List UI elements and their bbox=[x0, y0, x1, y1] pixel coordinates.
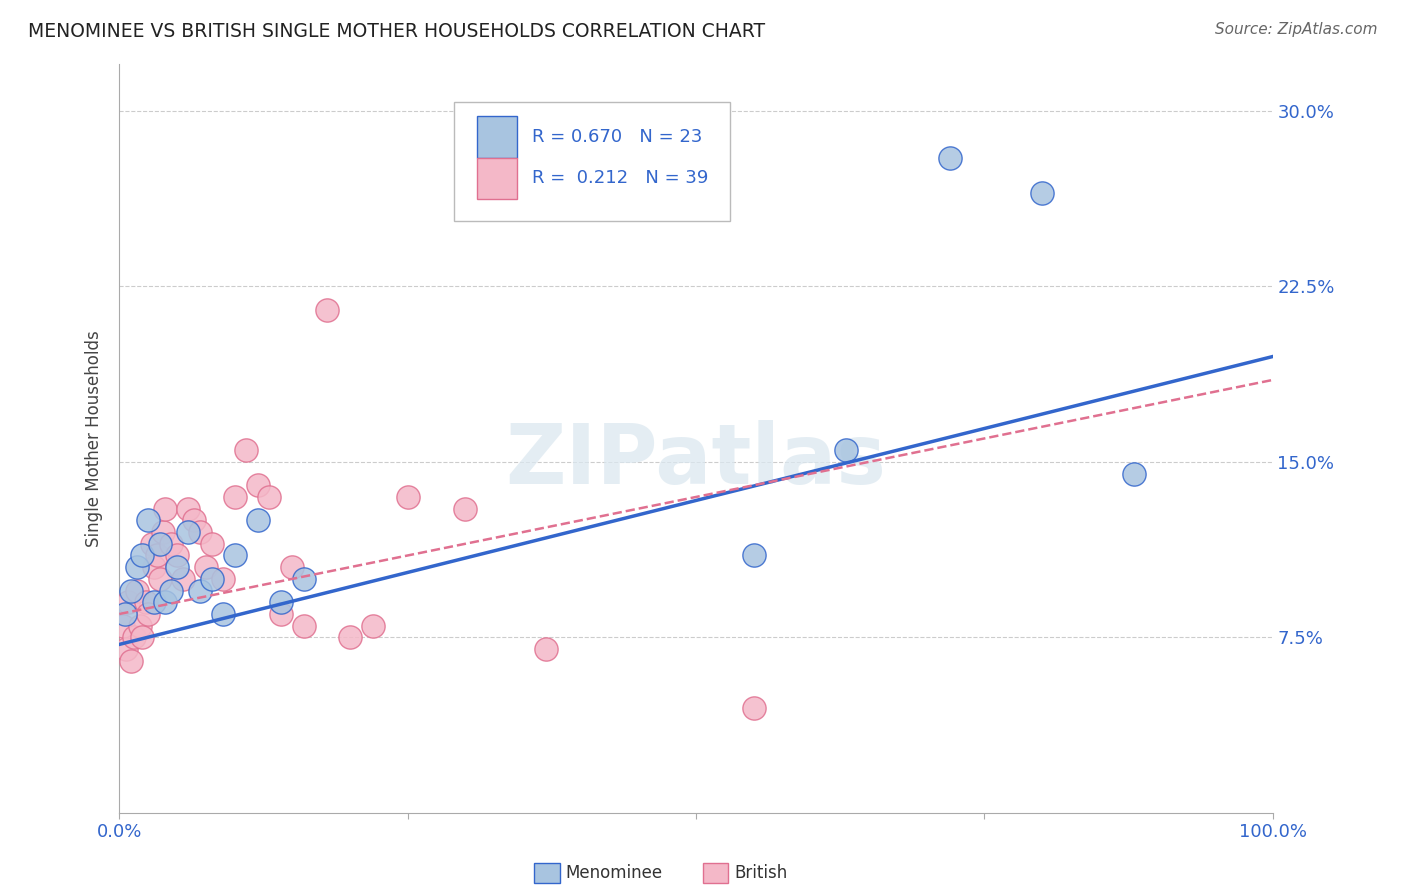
Point bbox=[122, 631, 145, 645]
Point bbox=[172, 572, 194, 586]
Point bbox=[177, 525, 200, 540]
Point bbox=[129, 618, 152, 632]
Point bbox=[120, 583, 142, 598]
Point bbox=[835, 443, 858, 458]
FancyBboxPatch shape bbox=[454, 102, 731, 221]
Point bbox=[212, 572, 235, 586]
Point bbox=[212, 607, 235, 621]
Point bbox=[149, 537, 172, 551]
Point bbox=[1123, 467, 1146, 481]
Point bbox=[188, 583, 211, 598]
Point bbox=[166, 560, 188, 574]
Point bbox=[534, 642, 557, 657]
Point bbox=[194, 560, 217, 574]
Point bbox=[136, 607, 159, 621]
Point bbox=[200, 537, 222, 551]
Text: MENOMINEE VS BRITISH SINGLE MOTHER HOUSEHOLDS CORRELATION CHART: MENOMINEE VS BRITISH SINGLE MOTHER HOUSE… bbox=[28, 22, 765, 41]
Point bbox=[114, 607, 136, 621]
Point bbox=[117, 595, 139, 609]
Point bbox=[361, 618, 384, 632]
Point bbox=[246, 513, 269, 527]
Text: Source: ZipAtlas.com: Source: ZipAtlas.com bbox=[1215, 22, 1378, 37]
Point bbox=[938, 151, 960, 165]
Point bbox=[131, 631, 153, 645]
Point bbox=[224, 549, 246, 563]
Point bbox=[160, 583, 183, 598]
Bar bbox=[477, 158, 517, 199]
Point bbox=[142, 560, 165, 574]
Point bbox=[166, 549, 188, 563]
Point bbox=[183, 513, 205, 527]
Point bbox=[224, 490, 246, 504]
Point bbox=[135, 595, 157, 609]
Point bbox=[454, 501, 477, 516]
Point bbox=[742, 549, 765, 563]
Text: British: British bbox=[734, 864, 787, 882]
Point bbox=[115, 642, 138, 657]
Bar bbox=[477, 117, 517, 158]
Point bbox=[149, 572, 172, 586]
Text: R =  0.212   N = 39: R = 0.212 N = 39 bbox=[531, 169, 709, 187]
Point bbox=[155, 501, 177, 516]
Text: ZIPatlas: ZIPatlas bbox=[505, 420, 886, 501]
Point bbox=[141, 537, 163, 551]
Point bbox=[188, 525, 211, 540]
Point bbox=[200, 572, 222, 586]
Point bbox=[396, 490, 419, 504]
Point bbox=[292, 618, 315, 632]
Y-axis label: Single Mother Households: Single Mother Households bbox=[86, 330, 103, 547]
Point bbox=[1031, 186, 1053, 200]
Point bbox=[281, 560, 304, 574]
Point bbox=[246, 478, 269, 492]
Point bbox=[235, 443, 257, 458]
Point bbox=[270, 607, 292, 621]
Point bbox=[270, 595, 292, 609]
Point bbox=[142, 595, 165, 609]
Text: R = 0.670   N = 23: R = 0.670 N = 23 bbox=[531, 128, 703, 146]
Point bbox=[125, 583, 148, 598]
Point bbox=[136, 513, 159, 527]
Point bbox=[120, 654, 142, 668]
Point bbox=[125, 560, 148, 574]
Point bbox=[152, 525, 174, 540]
Point bbox=[257, 490, 280, 504]
Point bbox=[292, 572, 315, 586]
Point bbox=[742, 700, 765, 714]
Point bbox=[315, 302, 337, 317]
Point bbox=[131, 549, 153, 563]
Point bbox=[160, 537, 183, 551]
Text: Menominee: Menominee bbox=[565, 864, 662, 882]
Point bbox=[339, 631, 361, 645]
Point bbox=[155, 595, 177, 609]
Point bbox=[177, 501, 200, 516]
Point bbox=[111, 618, 134, 632]
Point bbox=[146, 549, 169, 563]
